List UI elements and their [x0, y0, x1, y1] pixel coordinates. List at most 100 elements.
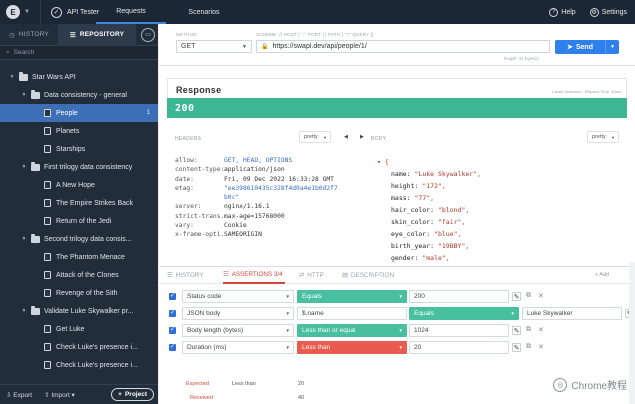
chevron-down-icon[interactable]: ▼ — [605, 40, 619, 54]
tree-request[interactable]: A New Hope — [0, 176, 158, 194]
watermark: ◎ Chrome教程 — [553, 377, 627, 392]
tree-request[interactable]: The Phantom Menace — [0, 248, 158, 266]
copy-icon[interactable]: ⧉ — [526, 326, 531, 333]
assertion-field-select[interactable]: JSON body ▼ — [182, 307, 294, 320]
tree-request[interactable]: Planets — [0, 122, 158, 140]
header-row: server: nginx/1.16.1 — [175, 202, 338, 211]
header-row: date: Fri, 09 Dec 2022 16:33:28 GMT — [175, 175, 338, 184]
folder-icon — [31, 233, 40, 243]
close-icon[interactable]: ✕ — [538, 344, 544, 351]
assertion-checkbox[interactable]: ✓ — [169, 293, 176, 300]
tab-requests[interactable]: Requests — [96, 0, 166, 24]
method-select[interactable]: GET ▼ — [176, 40, 252, 53]
tree-folder[interactable]: ▼ Star Wars API — [0, 68, 158, 86]
close-icon[interactable]: ✕ — [538, 327, 544, 334]
assertion-field-select[interactable]: Body length (bytes) ▼ — [182, 324, 294, 337]
copy-icon[interactable]: ⧉ — [526, 343, 531, 350]
assertion-checkbox[interactable]: ✓ — [169, 327, 176, 334]
assertion-field-select[interactable]: Status code ▼ — [182, 290, 294, 303]
send-button[interactable]: ➤ Send ▼ — [555, 40, 619, 54]
chevron-down-icon[interactable]: ▼ — [24, 9, 30, 15]
collapse-left-icon[interactable]: ◀ — [344, 134, 348, 140]
tree-request[interactable]: The Empire Strikes Back — [0, 194, 158, 212]
add-assertion-button[interactable]: + Add — [594, 272, 609, 278]
headers-table: allow: GET, HEAD, OPTIONS content-type: app… — [175, 156, 338, 240]
chevron-down-icon: ▼ — [285, 311, 290, 316]
tree-folder[interactable]: ▼ Validate Luke Skywalker pr... — [0, 302, 158, 320]
assertion-operator-select[interactable]: Less than ▼ — [297, 341, 407, 354]
close-icon[interactable]: ✕ — [538, 293, 544, 300]
tree-request[interactable]: Get Luke — [0, 320, 158, 338]
expand-right-icon[interactable]: ▶ — [360, 134, 364, 140]
edit-icon[interactable]: ✎ — [512, 292, 521, 301]
assertion-operator-select[interactable]: Less than or equal ▼ — [297, 324, 407, 337]
tree-folder[interactable]: ▼ Data consistency - general — [0, 86, 158, 104]
folder-icon — [31, 89, 40, 99]
new-file-icon[interactable]: ▭ — [141, 27, 155, 42]
settings-button[interactable]: ⚙ Settings — [589, 7, 627, 17]
tree-request[interactable]: Revenge of the Sith — [0, 284, 158, 302]
json-line: height: "172", — [391, 180, 481, 192]
tree-folder[interactable]: ▼ Second trilogy data consis... — [0, 230, 158, 248]
tab-history[interactable]: ◷ HISTORY — [0, 24, 58, 46]
export-button[interactable]: ⇩ Export — [6, 391, 33, 399]
tree-folder[interactable]: ▼ First trilogy data consistency — [0, 158, 158, 176]
chevron-down-icon[interactable]: ▼ — [21, 308, 27, 314]
url-input[interactable]: 🔒 https://swapi.dev/api/people/1/ — [256, 40, 550, 53]
body-format-select[interactable]: pretty ▼ — [587, 131, 619, 143]
assertion-value-input[interactable]: 20 — [409, 341, 509, 354]
help-button[interactable]: ? Help — [549, 7, 576, 17]
chevron-down-icon[interactable]: ▼ — [21, 164, 27, 170]
tab-assertions[interactable]: ☷ ASSERTIONS 3/4 — [223, 267, 285, 284]
assertion-value-input[interactable]: 200 — [409, 290, 509, 303]
import-button[interactable]: ⇧ Import ▾ — [44, 391, 75, 399]
json-key: birth_year: — [391, 242, 435, 250]
tree-request[interactable]: Check Luke's presence i... — [0, 356, 158, 374]
edit-icon[interactable]: ✎ — [512, 326, 521, 335]
chevron-down-icon: ▼ — [398, 345, 403, 350]
chevron-down-icon[interactable]: ▼ — [9, 74, 15, 80]
assertion-path-input[interactable]: $.name — [297, 307, 407, 320]
assertion-checkbox[interactable]: ✓ — [169, 344, 176, 351]
tree-request[interactable]: Attack of the Clones — [0, 266, 158, 284]
add-project-button[interactable]: + Project — [111, 388, 154, 401]
headers-format-select[interactable]: pretty ▼ — [299, 131, 331, 143]
assertion-value-input-value: 1024 — [414, 327, 429, 334]
chevron-down-icon[interactable]: ▼ — [21, 236, 27, 242]
chevron-down-icon[interactable]: ▼ — [21, 92, 27, 98]
header-value[interactable]: b0c" — [224, 194, 240, 202]
assertion-field-select[interactable]: Duration (ms) ▼ — [182, 341, 294, 354]
assertion-value-input[interactable]: 1024 — [409, 324, 509, 337]
header-value[interactable]: "ee398610435c328f4d0a4e1b0d2f7 — [224, 184, 338, 192]
tab-description[interactable]: ▤ DESCRIPTION — [342, 267, 394, 284]
header-row: vary: Cookie — [175, 221, 338, 230]
tree-item-label: First trilogy data consistency — [44, 163, 133, 171]
tree-request[interactable]: People 1 — [0, 104, 158, 122]
tree-request[interactable]: Starships — [0, 140, 158, 158]
tab-http[interactable]: ⇄ HTTP — [299, 267, 324, 284]
header-value[interactable]: GET, HEAD, OPTIONS — [224, 157, 293, 164]
json-open-brace[interactable]: ▾ { — [377, 158, 389, 166]
tree-request[interactable]: Check Luke's presence i... — [0, 338, 158, 356]
tab-repository[interactable]: ☰ REPOSITORY — [58, 23, 136, 46]
header-key: server: — [175, 203, 202, 211]
search-input[interactable]: ⌕ Search — [0, 46, 158, 60]
divider — [39, 0, 41, 24]
tab-scenarios[interactable]: Scenarios — [166, 0, 242, 24]
tab-description-label: DESCRIPTION — [350, 272, 394, 279]
tree-request[interactable]: Return of the Jedi — [0, 212, 158, 230]
watermark-text: Chrome教程 — [571, 381, 627, 392]
edit-icon[interactable]: ✎ — [512, 343, 521, 352]
assertion-operator-select[interactable]: Equals ▼ — [297, 290, 407, 303]
tree-item-label: A New Hope — [56, 181, 95, 189]
received-label: Received — [190, 395, 213, 401]
assertion-operator-select[interactable]: Equals ▼ — [409, 307, 519, 320]
json-line: skin_color: "fair", — [391, 216, 481, 228]
tab-history[interactable]: ☰ HISTORY — [167, 267, 203, 284]
scrollbar[interactable] — [629, 262, 635, 404]
assertion-value-input[interactable]: Luke Skywalker — [522, 307, 622, 320]
assertion-checkbox[interactable]: ✓ — [169, 310, 176, 317]
copy-icon[interactable]: ⧉ — [526, 292, 531, 299]
assertion-value-input-value: 200 — [414, 293, 425, 300]
app-logo[interactable]: E — [6, 5, 20, 19]
